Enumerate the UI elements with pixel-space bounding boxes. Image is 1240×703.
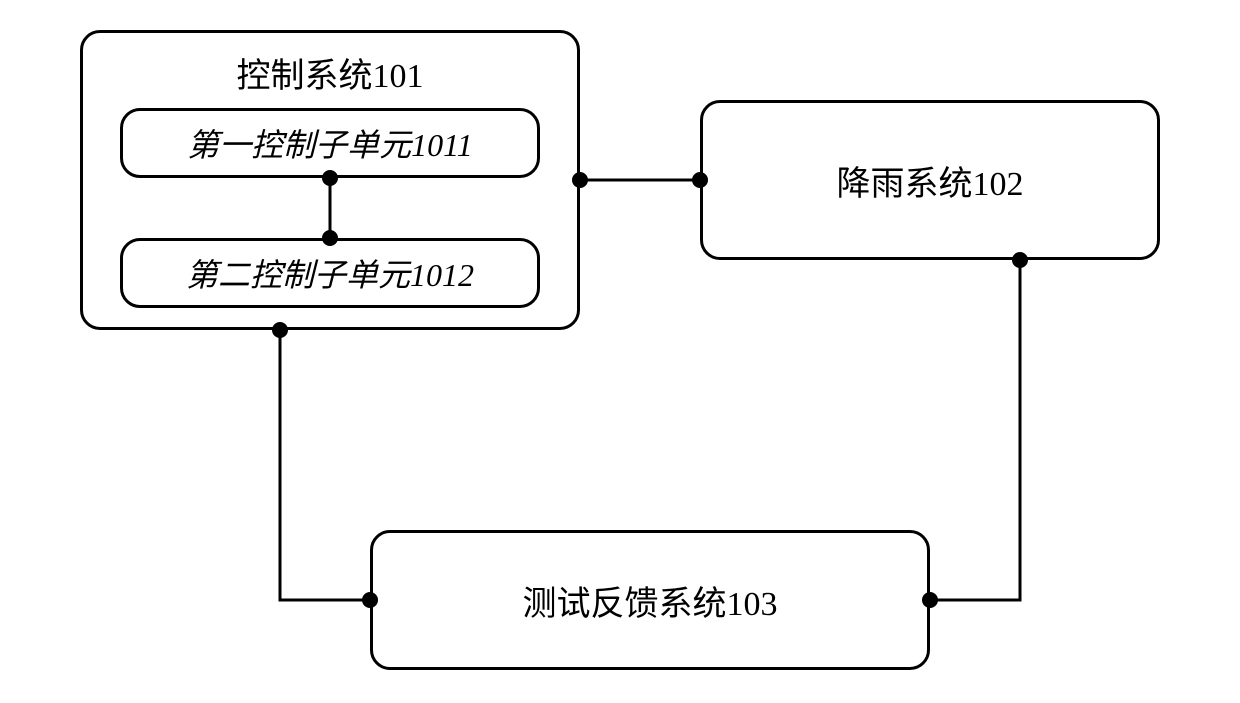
rain-system-label: 降雨系统102 (837, 156, 1024, 205)
sub-unit-1-box: 第一控制子单元1011 (120, 108, 540, 178)
control-system-title: 控制系统101 (80, 48, 580, 97)
sub-unit-2-label: 第二控制子单元1012 (186, 250, 474, 296)
feedback-system-label: 测试反馈系统103 (523, 576, 778, 625)
feedback-system-box: 测试反馈系统103 (370, 530, 930, 670)
rain-system-box: 降雨系统102 (700, 100, 1160, 260)
sub-unit-2-box: 第二控制子单元1012 (120, 238, 540, 308)
sub-unit-1-label: 第一控制子单元1011 (187, 120, 473, 166)
